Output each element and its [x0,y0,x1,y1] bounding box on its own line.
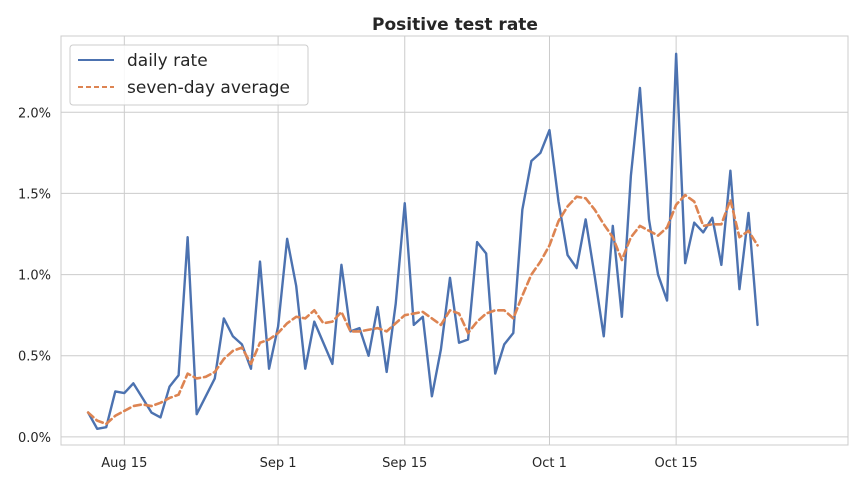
legend-box [69,44,309,106]
x-tick-label: Aug 15 [101,456,147,471]
y-tick-label: 1.0% [18,269,51,284]
plot-area [60,35,849,446]
series-line-daily-rate [86,52,759,430]
y-tick-label: 2.0% [18,106,51,121]
series-lines [86,52,759,430]
y-tick-label: 0.0% [18,431,51,446]
x-tick-label: Sep 15 [382,456,427,471]
legend: daily rate seven-day average [69,44,309,106]
chart-title: Positive test rate [372,15,538,35]
y-axis-ticks: 0.0% 0.5% 1.0% 1.5% 2.0% [18,106,51,446]
x-tick-label: Sep 1 [260,456,297,471]
series-line-seven-day-average [86,193,759,426]
y-tick-label: 0.5% [18,350,51,365]
legend-label-seven-day-average: seven-day average [127,78,290,98]
x-axis-ticks: Aug 15 Sep 1 Sep 15 Oct 1 Oct 15 [101,456,697,471]
legend-label-daily-rate: daily rate [127,51,208,71]
x-tick-label: Oct 15 [655,456,698,471]
grid-lines [61,36,848,445]
y-tick-label: 1.5% [18,187,51,202]
x-tick-label: Oct 1 [532,456,567,471]
